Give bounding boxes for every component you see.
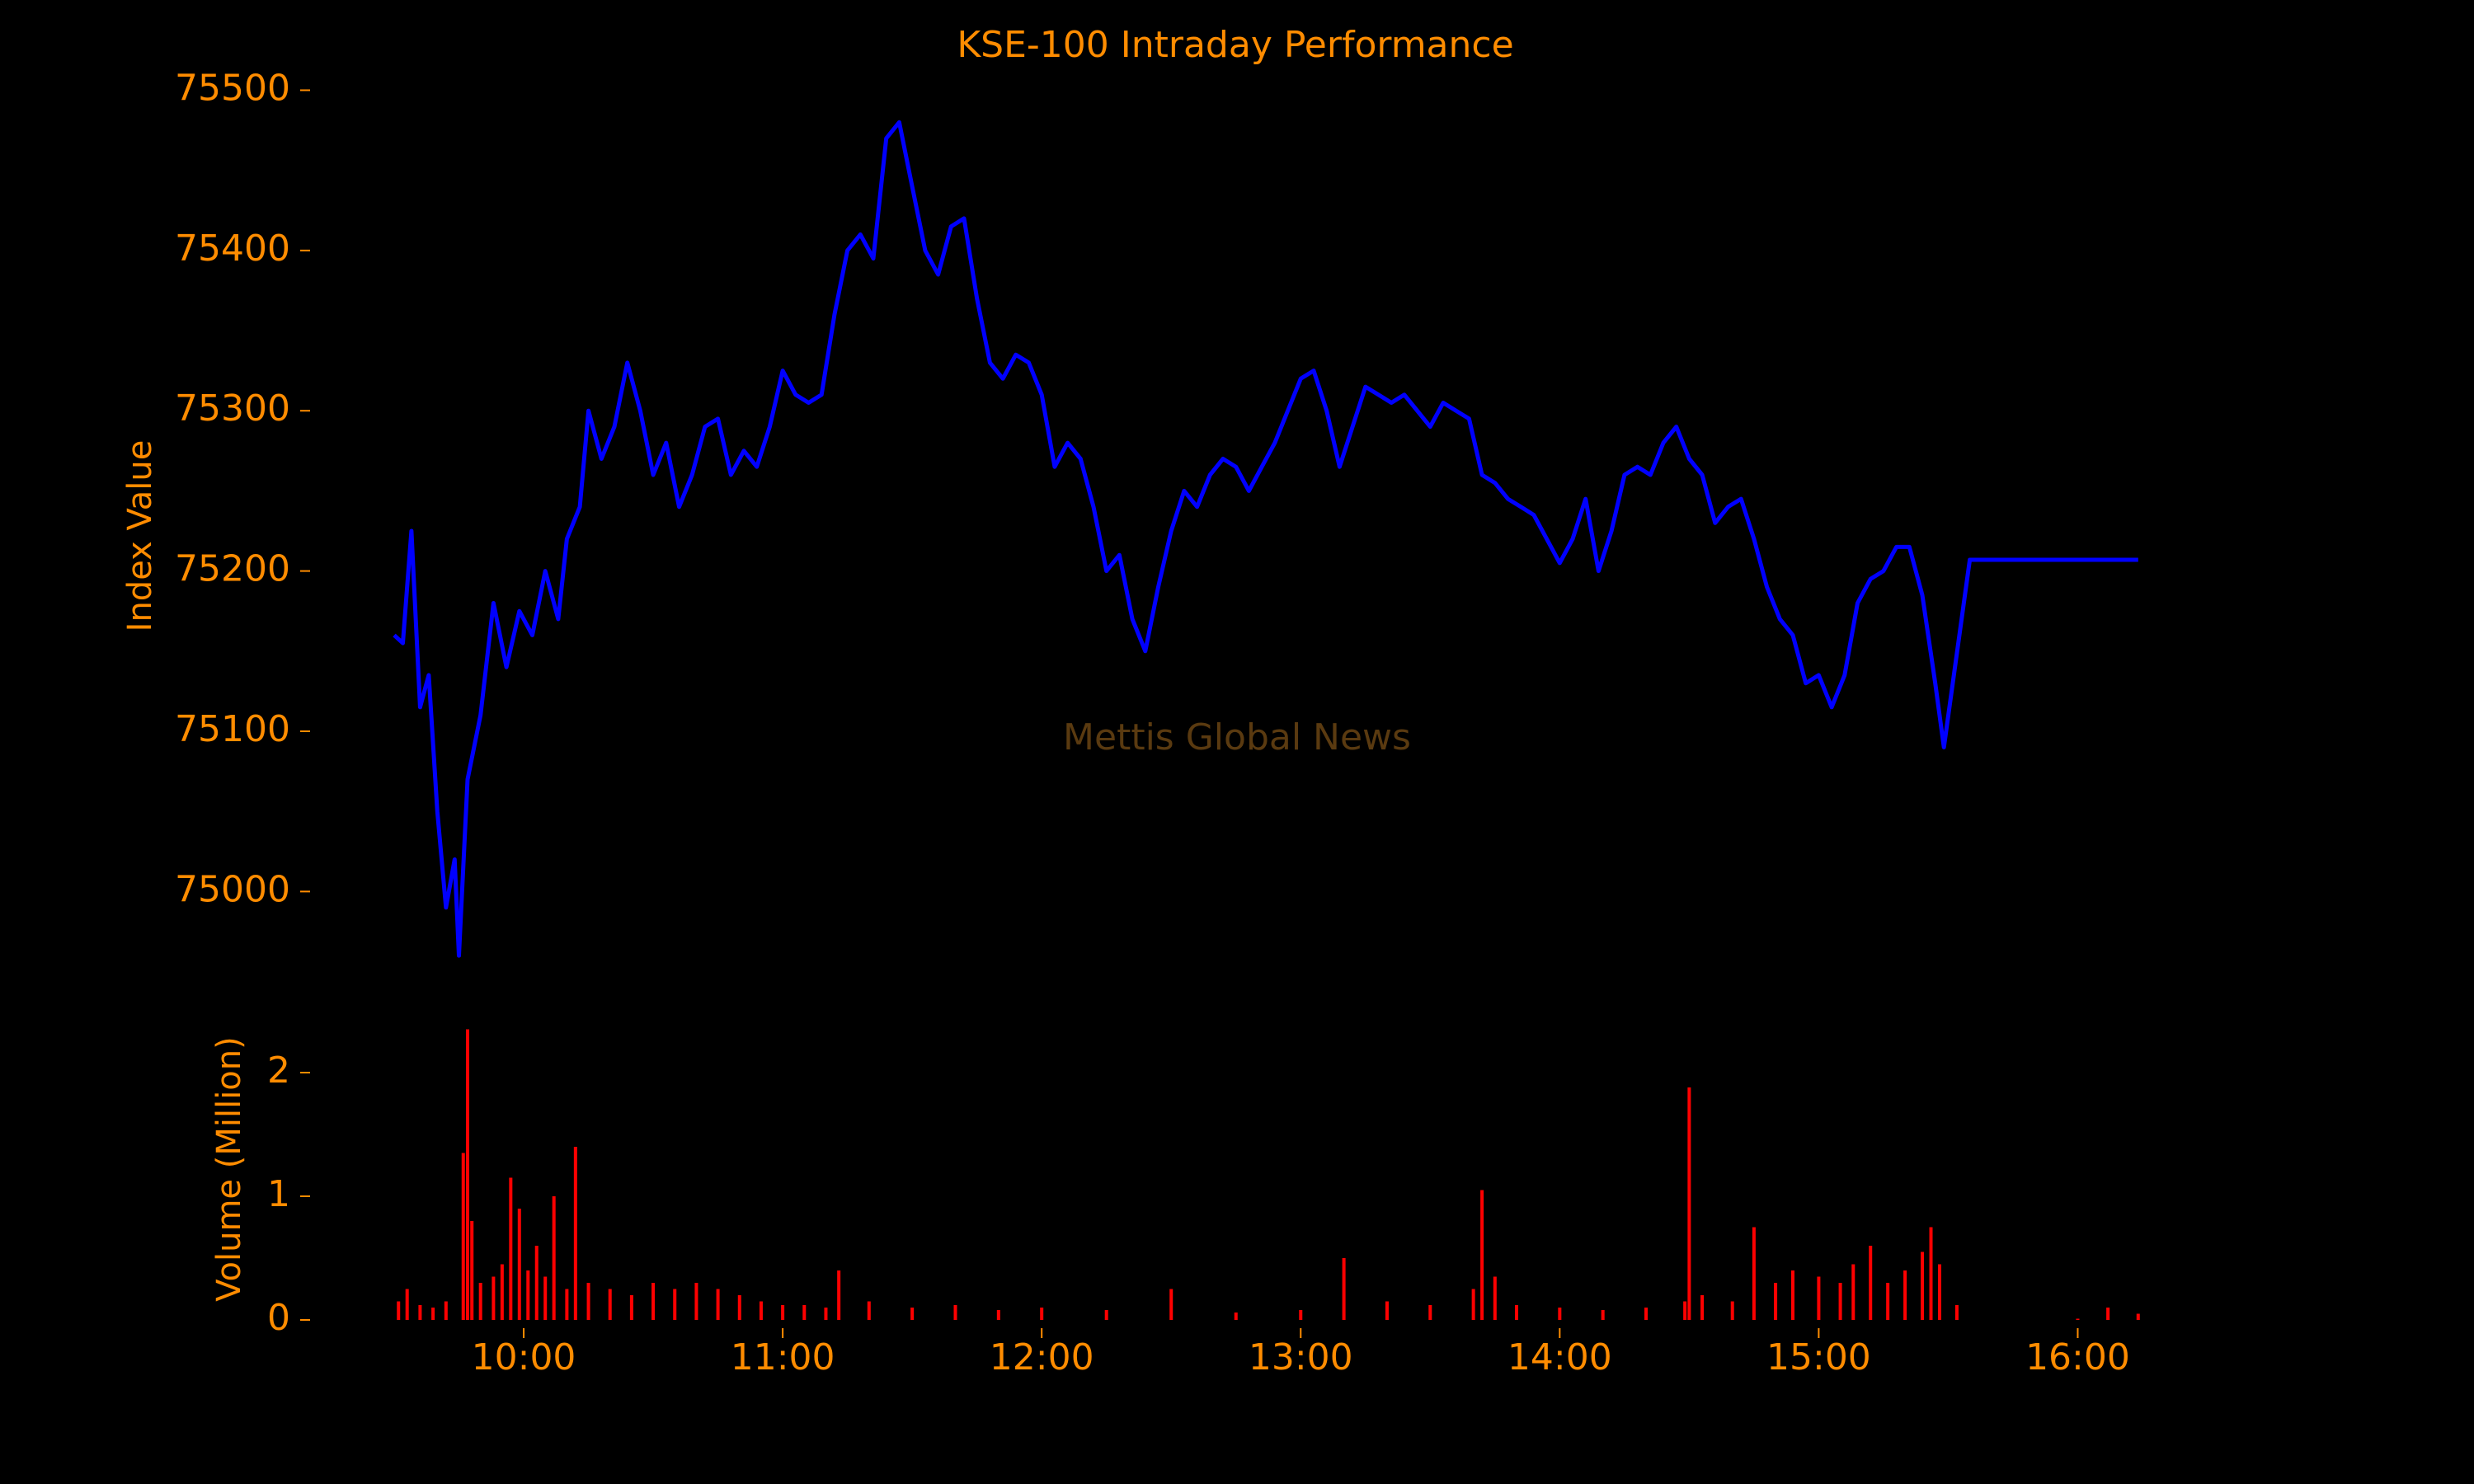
y-tick-label: 75200 — [175, 548, 290, 590]
volume-bar — [824, 1308, 828, 1320]
y-tick-label: 1 — [267, 1173, 290, 1215]
volume-bar — [1480, 1190, 1484, 1320]
volume-bar — [526, 1270, 530, 1320]
x-tick-label: 11:00 — [731, 1336, 835, 1378]
volume-bar — [534, 1246, 539, 1320]
y-tick-label: 75000 — [175, 868, 290, 910]
volume-bar — [1921, 1252, 1925, 1320]
volume-bar — [759, 1301, 763, 1320]
volume-bar — [1299, 1310, 1303, 1320]
x-tick-label: 14:00 — [1507, 1336, 1612, 1378]
volume-bar — [673, 1289, 677, 1320]
y-tick-label: 2 — [267, 1050, 290, 1092]
volume-bar — [802, 1305, 807, 1320]
volume-bar — [1817, 1276, 1821, 1320]
x-tick-label: 15:00 — [1766, 1336, 1871, 1378]
chart-title: KSE-100 Intraday Performance — [957, 24, 1513, 66]
volume-bar — [586, 1283, 590, 1320]
volume-bar — [565, 1289, 569, 1320]
volume-bar — [500, 1264, 504, 1320]
volume-bar — [1774, 1283, 1778, 1320]
volume-bar — [1700, 1295, 1705, 1320]
volume-bar — [1558, 1308, 1562, 1320]
y-tick-label: 75400 — [175, 228, 290, 270]
volume-bar — [1687, 1087, 1691, 1320]
y-axis-label: Index Value — [121, 440, 159, 632]
volume-bar — [1954, 1305, 1959, 1320]
volume-bar — [2136, 1313, 2140, 1320]
volume-bar — [470, 1221, 474, 1320]
volume-bar — [1493, 1276, 1497, 1320]
volume-bar — [1104, 1310, 1108, 1320]
volume-bar — [1471, 1289, 1475, 1320]
y-axis-label: Volume (Million) — [210, 1036, 248, 1301]
volume-bar — [509, 1177, 513, 1320]
volume-bar — [737, 1295, 741, 1320]
y-tick-label: 75100 — [175, 708, 290, 750]
volume-bar — [1428, 1305, 1432, 1320]
y-tick-label: 75300 — [175, 387, 290, 430]
x-tick-label: 10:00 — [472, 1336, 576, 1378]
volume-bar — [781, 1305, 785, 1320]
volume-bar — [1514, 1305, 1518, 1320]
volume-bar — [1234, 1313, 1238, 1320]
volume-bar — [552, 1196, 556, 1320]
y-tick-label: 0 — [267, 1297, 290, 1339]
volume-bar — [492, 1276, 496, 1320]
y-tick-label: 75500 — [175, 67, 290, 109]
volume-bar — [405, 1289, 409, 1320]
volume-bar — [517, 1209, 521, 1320]
volume-bar — [867, 1301, 871, 1320]
x-tick-label: 13:00 — [1249, 1336, 1353, 1378]
volume-bar — [1869, 1246, 1873, 1320]
volume-bar — [478, 1283, 482, 1320]
volume-bar — [1903, 1270, 1907, 1320]
volume-bar — [1838, 1283, 1842, 1320]
volume-bar — [1730, 1301, 1734, 1320]
volume-bar — [1851, 1264, 1856, 1320]
volume-bar — [465, 1029, 469, 1320]
volume-bar — [716, 1289, 720, 1320]
volume-bar — [431, 1308, 435, 1320]
index-line — [393, 120, 2138, 958]
volume-bar — [910, 1308, 915, 1320]
x-tick-label: 16:00 — [2025, 1336, 2130, 1378]
volume-bar — [1644, 1308, 1649, 1320]
volume-bar — [608, 1289, 612, 1320]
volume-bar — [444, 1301, 448, 1320]
volume-bar — [1385, 1301, 1389, 1320]
x-tick-label: 12:00 — [990, 1336, 1094, 1378]
volume-bar — [418, 1305, 422, 1320]
volume-bar — [1752, 1227, 1756, 1320]
volume-bar — [1342, 1258, 1346, 1320]
volume-bar — [461, 1153, 465, 1320]
volume-bar — [629, 1295, 633, 1320]
volume-bar — [1601, 1310, 1605, 1320]
volume-bar — [397, 1301, 401, 1320]
volume-bar — [1937, 1264, 1941, 1320]
volume-bar — [953, 1305, 957, 1320]
volume-bar — [996, 1310, 1000, 1320]
volume-bar — [1886, 1283, 1890, 1320]
volume-bar — [2106, 1308, 2110, 1320]
volume-bar — [1169, 1289, 1174, 1320]
volume-bar — [1683, 1301, 1687, 1320]
volume-bar — [2076, 1318, 2080, 1320]
volume-bar — [651, 1283, 656, 1320]
volume-bar — [837, 1270, 841, 1320]
volume-bar — [1929, 1227, 1933, 1320]
watermark: Mettis Global News — [1063, 716, 1411, 758]
volume-bar — [573, 1147, 577, 1320]
volume-bar — [543, 1276, 548, 1320]
volume-bar — [694, 1283, 698, 1320]
volume-bar — [1791, 1270, 1794, 1320]
volume-bar — [1040, 1308, 1044, 1320]
